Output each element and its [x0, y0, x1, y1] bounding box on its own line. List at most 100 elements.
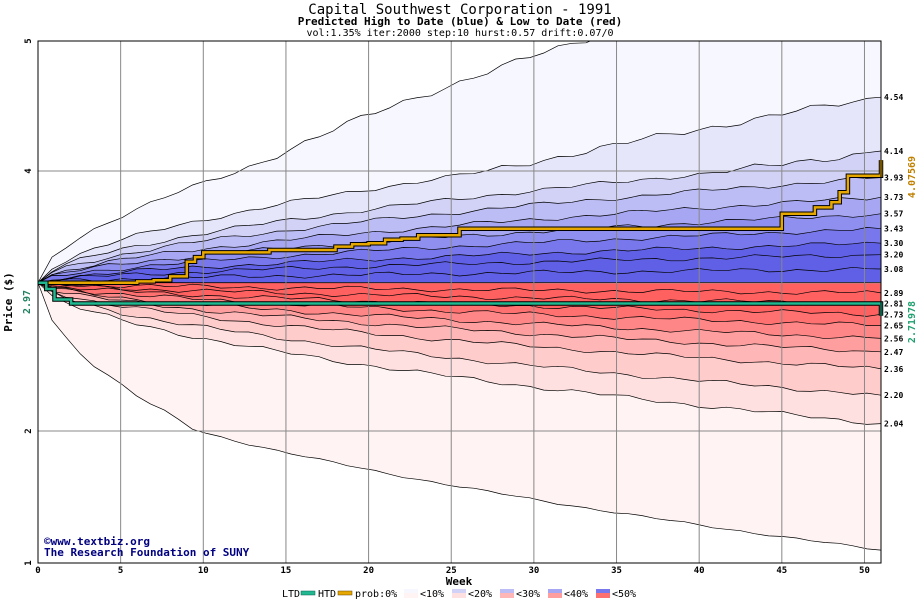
- legend-prob-40: <40%: [564, 589, 588, 600]
- y-tick-label: 1: [24, 560, 34, 565]
- band-end-label: 3.08: [884, 265, 903, 274]
- legend-swatch-50-red: [596, 593, 610, 598]
- credit-site: ©www.textbiz.org: [44, 535, 150, 548]
- band-end-label: 4.14: [884, 147, 903, 156]
- band-boundary-19: [38, 282, 881, 295]
- high-band-0: [38, 41, 881, 283]
- band-end-label: 2.36: [884, 365, 903, 374]
- legend-htd-swatch: [337, 590, 353, 596]
- legend-swatch-20-red: [452, 593, 466, 598]
- band-boundary-10: [38, 282, 881, 551]
- high-band-1: [38, 97, 881, 283]
- high-band-8: [38, 254, 881, 283]
- band-end-label: 2.89: [884, 289, 903, 298]
- chart-subtitle: Predicted High to Date (blue) & Low to D…: [298, 15, 623, 28]
- low-band-0: [38, 282, 881, 551]
- y-tick-label: 4: [24, 168, 34, 174]
- low-band-1: [38, 282, 881, 425]
- legend-swatch-40: [548, 589, 562, 593]
- low-band-5: [38, 282, 881, 339]
- x-tick-label: 45: [776, 566, 787, 576]
- start-price-label: 2.97: [22, 290, 33, 314]
- high-band-6: [38, 227, 881, 283]
- band-end-label: 2.73: [884, 310, 903, 319]
- probability-bands: [38, 41, 881, 551]
- band-end-labels: 4.54 4.14 3.93 3.73 3.57 3.43 3.30 3.20 3.08 2.89…: [884, 93, 903, 428]
- band-boundary-11: [38, 282, 881, 425]
- band-end-label: 3.20: [884, 251, 903, 260]
- y-tick-label: 2: [24, 428, 34, 433]
- low-band-2: [38, 282, 881, 396]
- legend-prob-50: <50%: [612, 589, 636, 600]
- y-axis-ticks: 1 2 4 5: [24, 38, 34, 565]
- series: [38, 160, 884, 316]
- ltd-line: [38, 281, 883, 316]
- legend-htd-label: HTD: [318, 589, 336, 600]
- x-tick-label: 35: [611, 566, 622, 576]
- x-tick-label: 20: [363, 566, 374, 576]
- x-tick-label: 25: [446, 566, 457, 576]
- band-end-label: 2.20: [884, 391, 903, 400]
- high-to-date-value: 4.07569: [907, 156, 918, 198]
- x-tick-label: 40: [694, 566, 705, 576]
- band-boundary-8: [38, 254, 881, 284]
- htd-line: [38, 160, 883, 284]
- band-boundary-14: [38, 282, 881, 353]
- x-tick-label: 5: [118, 566, 123, 576]
- low-to-date-value: 2.71978: [907, 301, 918, 343]
- legend-swatch-50: [596, 589, 610, 593]
- legend-swatch-10-red: [404, 593, 418, 598]
- band-end-label: 3.57: [884, 210, 903, 219]
- band-end-label: 2.81: [884, 300, 903, 309]
- x-tick-label: 50: [859, 566, 870, 576]
- low-band-3: [38, 282, 881, 369]
- high-band-7: [38, 242, 881, 283]
- band-boundary-18: [38, 282, 881, 306]
- band-end-label: 2.04: [884, 420, 903, 429]
- band-end-label: 3.93: [884, 174, 903, 183]
- legend-swatch-40-red: [548, 593, 562, 598]
- low-band-4: [38, 282, 881, 352]
- chart-title: Capital Southwest Corporation - 1991: [308, 2, 611, 18]
- x-tick-label: 15: [281, 566, 292, 576]
- low-band-8: [38, 282, 881, 305]
- band-boundary-16: [38, 282, 881, 326]
- legend-prob-0: prob:0%: [355, 589, 397, 600]
- y-tick-label: 5: [24, 38, 34, 43]
- legend-swatch-30: [500, 589, 514, 593]
- band-boundary-3: [38, 177, 881, 283]
- band-boundary-6: [38, 227, 881, 284]
- band-end-label: 2.56: [884, 334, 903, 343]
- legend-ltd-label: LTD: [282, 589, 300, 600]
- credit-site-text: www.textbiz.org: [51, 535, 150, 548]
- x-tick-label: 0: [35, 566, 40, 576]
- legend: LTD HTD prob:0% <10% <20% <30% <40% <50%: [282, 589, 636, 600]
- band-boundary-13: [38, 282, 881, 370]
- legend-ltd-swatch: [300, 590, 316, 596]
- legend-swatch-30-red: [500, 593, 514, 598]
- band-boundary-2: [38, 150, 881, 283]
- credit-org: The Research Foundation of SUNY: [44, 546, 250, 559]
- legend-swatch-20: [452, 589, 466, 593]
- x-axis-ticks: 0 5 10 15 20 25 30 35 40 45 50: [35, 566, 870, 576]
- band-end-label: 3.30: [884, 239, 903, 248]
- x-axis-label: Week: [446, 575, 473, 588]
- band-boundary-4: [38, 196, 881, 284]
- band-end-label: 2.65: [884, 321, 903, 330]
- legend-prob-30: <30%: [516, 589, 540, 600]
- band-boundary-12: [38, 282, 881, 396]
- band-boundary-0: [38, 41, 592, 283]
- high-band-3: [38, 177, 881, 283]
- high-band-9: [38, 267, 881, 283]
- band-end-label: 3.73: [884, 193, 903, 202]
- band-end-label: 4.54: [884, 93, 903, 102]
- band-end-label: 3.43: [884, 225, 903, 234]
- x-tick-label: 30: [528, 566, 539, 576]
- y-axis-label: Price ($): [2, 272, 15, 332]
- high-band-2: [38, 151, 881, 283]
- chart-parameters: vol:1.35% iter:2000 step:10 hurst:0.57 d…: [306, 28, 613, 39]
- plot-frame: [37, 40, 882, 564]
- legend-prob-10: <10%: [420, 589, 444, 600]
- band-end-label: 2.47: [884, 348, 903, 357]
- high-band-4: [38, 197, 881, 283]
